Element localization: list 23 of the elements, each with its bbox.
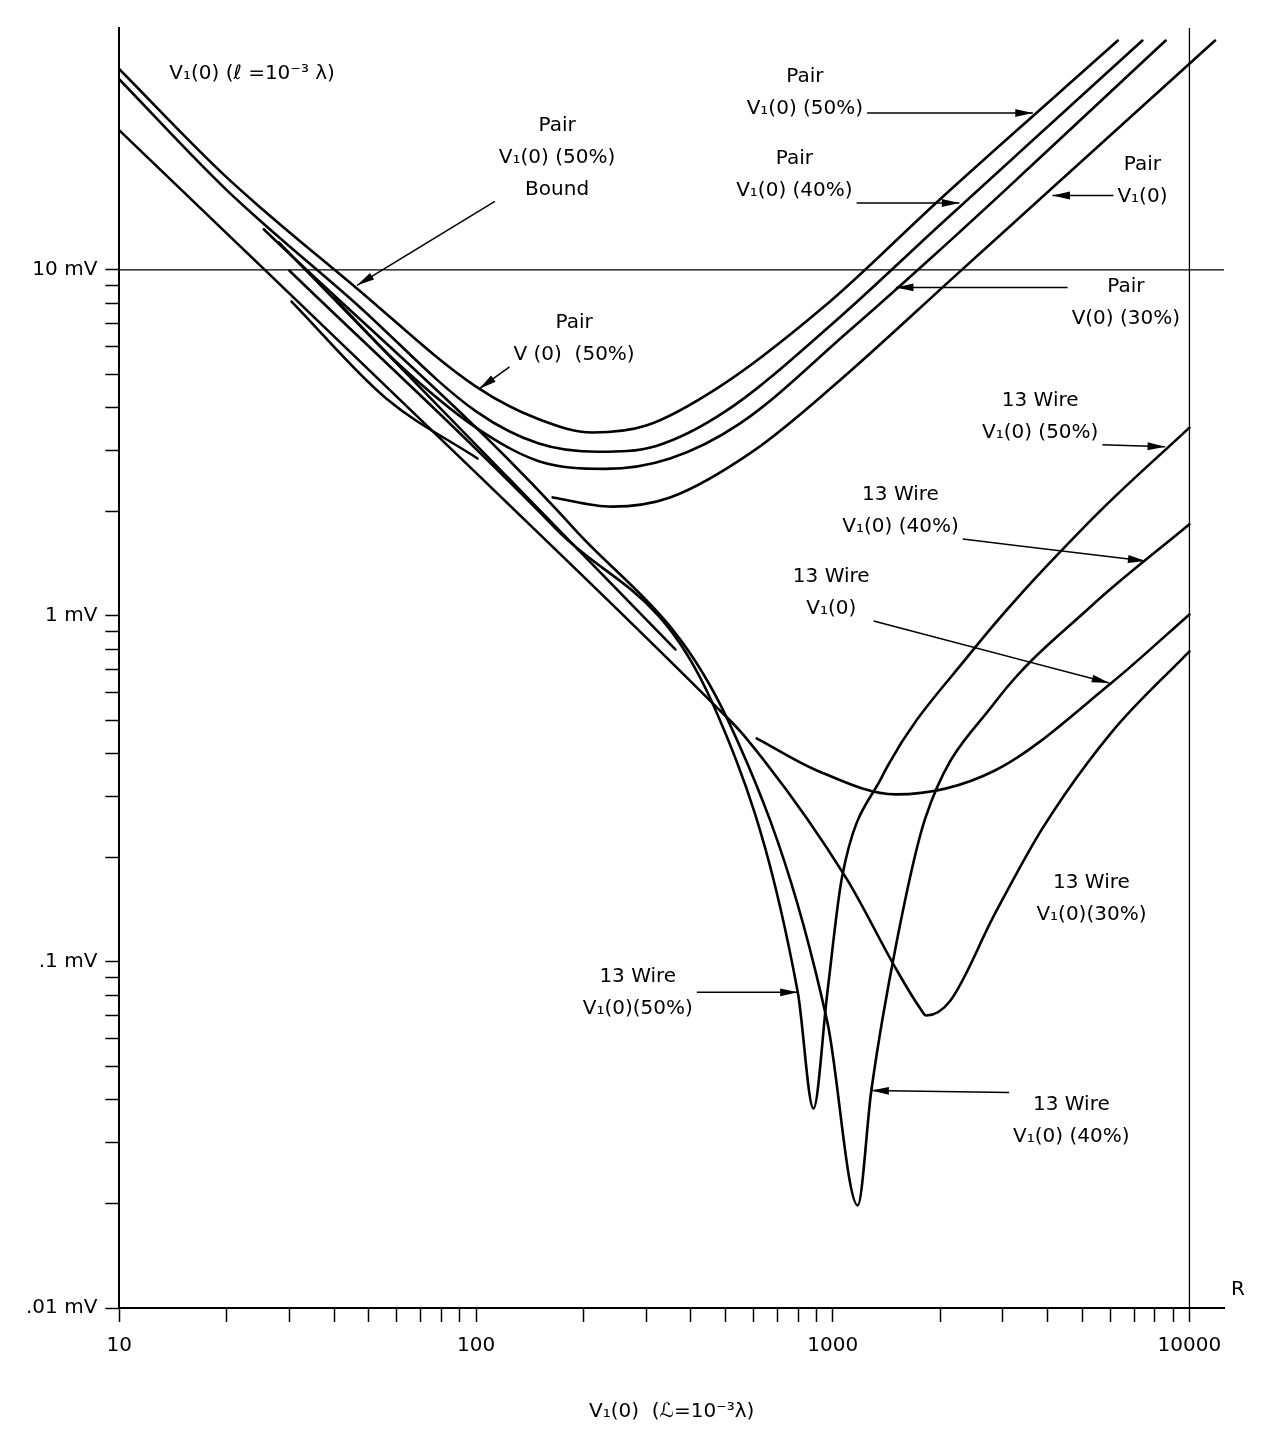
annotation: Pair V₁(0) (40%) (736, 145, 853, 202)
x-tick-label: 10 (106, 1332, 133, 1357)
annotation: Pair V₁(0) (50%) Bound (498, 111, 616, 200)
annotation: 13 Wire V₁(0) (40%) (842, 481, 959, 538)
x-tick-label: 10000 (1157, 1332, 1222, 1357)
annotation: Pair V₁(0) (50%) (746, 63, 864, 120)
y-axis-title: V₁(0) (ℓ =10⁻³ λ) (169, 60, 335, 85)
annotation: 13 Wire V₁(0) (50%) (981, 387, 1099, 444)
annotation: 13 Wire V₁(0) (40%) (1013, 1090, 1130, 1147)
annotation: 13 Wire V₁(0)(50%) (582, 962, 693, 1019)
y-tick-label: .1 mV (38, 948, 98, 973)
annotation: Pair V₁(0) (1117, 150, 1168, 207)
y-tick-label: 1 mV (45, 602, 98, 627)
annotation: Pair V (0) (50%) (513, 309, 635, 366)
y-tick-label: 10 mV (32, 256, 98, 281)
text: R (1231, 1276, 1246, 1301)
annotation: Pair V(0) (30%) (1071, 272, 1181, 329)
annotation: 13 Wire V₁(0)(30%) (1036, 868, 1147, 925)
x-tick-label: 100 (456, 1332, 496, 1357)
x-tick-label: 1000 (807, 1332, 859, 1357)
x-axis-title: V₁(0) (ℒ=10⁻³λ) (588, 1398, 755, 1423)
annotation: 13 Wire V₁(0) (792, 563, 870, 620)
y-tick-label: .01 mV (26, 1294, 98, 1319)
